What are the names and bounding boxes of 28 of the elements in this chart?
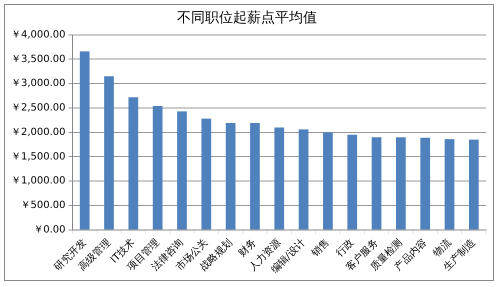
y-tick-label: ￥3,000.00 bbox=[11, 78, 66, 90]
x-tick-label: 销售 bbox=[308, 236, 332, 260]
bar bbox=[177, 111, 187, 230]
bar bbox=[250, 123, 260, 230]
bar bbox=[347, 134, 358, 230]
bar bbox=[372, 137, 382, 230]
bar bbox=[152, 106, 163, 230]
bar bbox=[323, 132, 333, 230]
bar bbox=[201, 118, 212, 230]
y-tick-label: ￥1,000.00 bbox=[11, 176, 66, 187]
y-tick-label: ￥2,500.00 bbox=[11, 102, 66, 114]
bar bbox=[274, 127, 284, 230]
bar bbox=[420, 138, 430, 230]
y-tick-label: ￥3,500.00 bbox=[11, 54, 66, 65]
y-tick-label: ￥2,000.00 bbox=[11, 126, 66, 138]
bar bbox=[80, 51, 90, 230]
bar bbox=[468, 140, 479, 230]
y-tick-label: ￥0.00 bbox=[33, 224, 66, 236]
y-tick-label: ￥500.00 bbox=[20, 200, 66, 212]
y-tick-label: ￥1,500.00 bbox=[11, 151, 66, 162]
bar bbox=[298, 129, 308, 230]
bar bbox=[396, 137, 406, 230]
bar bbox=[444, 139, 454, 230]
bar bbox=[104, 76, 114, 230]
bar bbox=[128, 97, 138, 230]
y-tick-label: ￥4,000.00 bbox=[11, 29, 66, 40]
bar bbox=[226, 123, 236, 230]
chart-title: 不同职位起薪点平均值 bbox=[177, 10, 317, 26]
